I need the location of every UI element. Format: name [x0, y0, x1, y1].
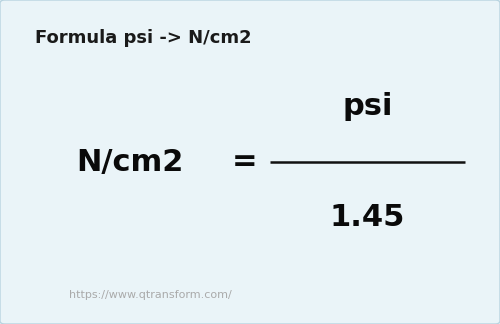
- Text: https://www.qtransform.com/: https://www.qtransform.com/: [68, 290, 232, 300]
- Text: psi: psi: [342, 92, 393, 122]
- Text: =: =: [232, 147, 258, 177]
- Text: 1.45: 1.45: [330, 202, 405, 232]
- Text: Formula psi -> N/cm2: Formula psi -> N/cm2: [35, 29, 252, 47]
- Text: N/cm2: N/cm2: [76, 147, 184, 177]
